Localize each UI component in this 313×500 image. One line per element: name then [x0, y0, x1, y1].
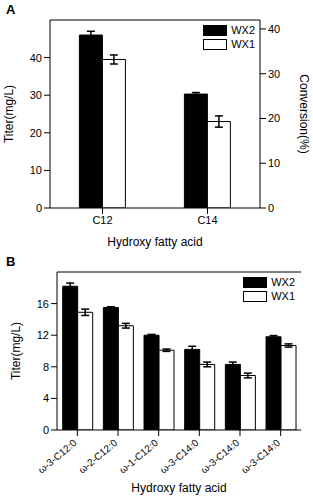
svg-text:ω-3-C14:0: ω-3-C14:0	[239, 437, 282, 476]
svg-text:ω-3-C12:0: ω-3-C12:0	[36, 437, 79, 476]
svg-text:0: 0	[43, 424, 49, 436]
svg-text:ω-2-C12:0: ω-2-C12:0	[76, 437, 119, 476]
svg-text:16: 16	[37, 298, 49, 310]
svg-text:8: 8	[43, 361, 49, 373]
html-text:A: A	[6, 2, 16, 17]
svg-text:Hydroxy fatty acid: Hydroxy fatty acid	[107, 235, 202, 249]
svg-text:12: 12	[37, 329, 49, 341]
svg-text:Titer(mg/L): Titer(mg/L)	[9, 322, 23, 380]
html-text:WX2: WX2	[231, 24, 255, 36]
svg-text:20: 20	[30, 127, 42, 139]
svg-text:10: 10	[30, 164, 42, 176]
svg-text:ω-3-C14:0: ω-3-C14:0	[198, 437, 241, 476]
svg-text:C14: C14	[197, 214, 217, 226]
svg-text:C12: C12	[92, 214, 112, 226]
svg-text:0: 0	[268, 202, 274, 214]
svg-text:Conversion(%): Conversion(%)	[297, 74, 305, 153]
svg-text:40: 40	[30, 52, 42, 64]
svg-text:30: 30	[268, 68, 280, 80]
svg-text:40: 40	[268, 23, 280, 35]
svg-text:30: 30	[30, 89, 42, 101]
html-text:WX1: WX1	[231, 38, 255, 50]
html-text:WX2: WX2	[271, 276, 295, 288]
svg-text:Hydroxy fatty acid: Hydroxy fatty acid	[131, 481, 226, 495]
html-text:WX1: WX1	[271, 290, 295, 302]
svg-text:10: 10	[268, 157, 280, 169]
svg-text:4: 4	[43, 392, 49, 404]
svg-text:ω-3-C14:0: ω-3-C14:0	[158, 437, 201, 476]
svg-text:ω-1-C12:0: ω-1-C12:0	[117, 437, 160, 476]
html-text:B: B	[6, 254, 16, 269]
svg-text:20: 20	[268, 112, 280, 124]
svg-text:0: 0	[36, 202, 42, 214]
svg-text:Titer(mg/L): Titer(mg/L)	[8, 85, 16, 143]
